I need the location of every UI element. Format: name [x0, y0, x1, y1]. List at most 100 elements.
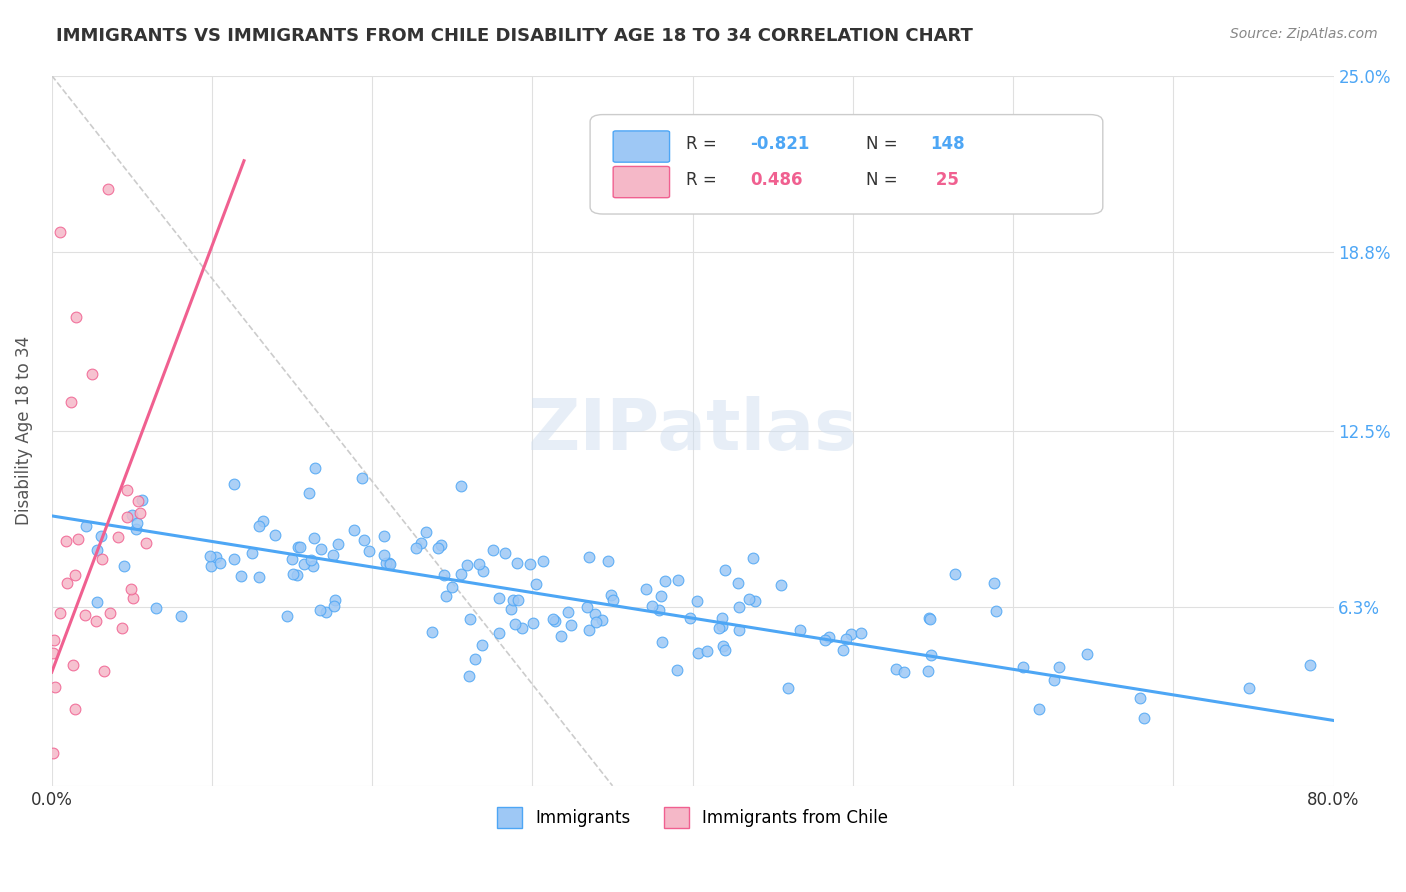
Point	[1043, 673, 1066, 687]
Point	[686, 594, 709, 608]
Point	[1129, 691, 1152, 706]
Point	[420, 625, 443, 640]
Point	[48, 606, 70, 620]
Point	[576, 599, 599, 614]
Point	[550, 629, 572, 643]
Point	[304, 460, 326, 475]
Point	[1047, 660, 1070, 674]
Point	[522, 615, 544, 630]
Point	[467, 557, 489, 571]
Point	[557, 605, 579, 619]
Point	[145, 600, 167, 615]
Point	[65, 310, 87, 324]
Point	[742, 551, 765, 566]
Point	[276, 609, 298, 624]
Point	[835, 632, 858, 647]
Point	[427, 541, 450, 556]
Point	[208, 556, 231, 570]
Point	[506, 592, 529, 607]
Text: 25: 25	[929, 171, 959, 189]
Point	[434, 589, 457, 603]
Point	[769, 578, 792, 592]
Text: R =: R =	[686, 171, 723, 189]
Point	[849, 625, 872, 640]
Point	[93, 664, 115, 678]
Point	[471, 565, 494, 579]
Point	[456, 558, 478, 572]
Point	[281, 567, 304, 582]
Point	[280, 551, 302, 566]
Point	[97, 182, 120, 196]
Point	[666, 663, 689, 677]
Point	[917, 611, 939, 625]
Point	[450, 479, 472, 493]
Point	[127, 516, 149, 531]
Point	[200, 549, 222, 563]
Point	[920, 648, 942, 662]
Point	[432, 568, 454, 582]
Point	[62, 658, 84, 673]
Point	[686, 646, 709, 660]
Point	[75, 519, 97, 533]
Point	[654, 574, 676, 589]
Point	[323, 593, 346, 607]
Point	[727, 623, 749, 637]
Point	[1028, 701, 1050, 715]
Point	[287, 540, 309, 554]
FancyBboxPatch shape	[591, 114, 1102, 214]
FancyBboxPatch shape	[613, 167, 669, 198]
Point	[44, 680, 66, 694]
Point	[42, 632, 65, 647]
Point	[893, 665, 915, 680]
Point	[112, 558, 135, 573]
Point	[170, 608, 193, 623]
Point	[315, 605, 337, 619]
Point	[679, 611, 702, 625]
Point	[488, 626, 510, 640]
Point	[818, 630, 841, 644]
Text: N =: N =	[866, 136, 903, 153]
Point	[714, 562, 737, 576]
Point	[986, 604, 1008, 618]
Point	[458, 612, 481, 626]
Point	[84, 614, 107, 628]
Point	[110, 622, 132, 636]
Point	[63, 568, 86, 582]
Point	[920, 612, 942, 626]
Point	[63, 701, 86, 715]
Point	[711, 611, 734, 625]
Point	[90, 528, 112, 542]
Point	[247, 519, 270, 533]
Point	[373, 548, 395, 562]
Point	[49, 225, 72, 239]
Point	[648, 602, 671, 616]
Point	[322, 599, 344, 613]
Point	[409, 536, 432, 550]
Point	[839, 627, 862, 641]
Point	[415, 525, 437, 540]
Point	[328, 536, 350, 550]
Point	[309, 542, 332, 557]
Point	[728, 600, 751, 615]
Point	[450, 566, 472, 581]
Point	[107, 530, 129, 544]
Point	[247, 570, 270, 584]
Point	[263, 528, 285, 542]
Point	[1076, 648, 1098, 662]
Point	[343, 523, 366, 537]
Point	[531, 554, 554, 568]
Point	[378, 557, 401, 571]
Point	[578, 624, 600, 638]
Point	[59, 395, 82, 409]
Point	[789, 623, 811, 637]
Point	[738, 591, 761, 606]
Point	[470, 638, 492, 652]
Point	[304, 531, 326, 545]
Point	[115, 510, 138, 524]
Point	[710, 618, 733, 632]
Point	[80, 367, 103, 381]
Point	[86, 543, 108, 558]
Point	[229, 569, 252, 583]
Point	[602, 593, 624, 607]
Point	[373, 529, 395, 543]
